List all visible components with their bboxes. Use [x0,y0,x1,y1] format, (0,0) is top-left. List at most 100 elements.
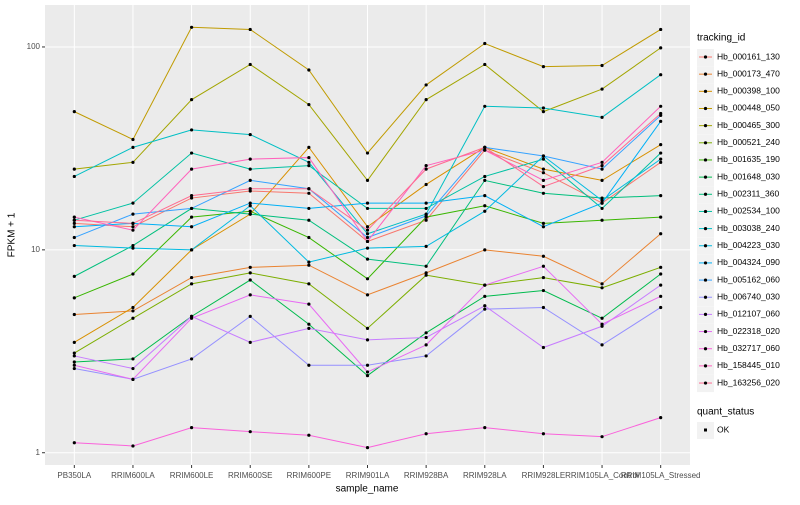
data-point [131,246,135,250]
data-point [424,83,428,87]
data-point [424,244,428,248]
data-point [600,206,604,211]
data-point [541,110,546,114]
legend-point [703,329,708,334]
data-point [365,178,370,182]
data-point [72,174,76,179]
data-point [483,104,487,108]
data-point [365,370,370,374]
data-point [541,184,546,189]
data-point [483,41,487,46]
data-point [541,221,546,226]
data-point [307,102,311,107]
data-point [72,235,76,240]
data-point [483,307,487,311]
data-point [307,160,311,164]
legend-label: Hb_000448_050 [717,103,780,113]
y-tick-label: 1 [36,448,41,457]
data-point [659,160,663,164]
data-point [189,282,194,286]
data-point [483,209,487,213]
data-point [307,145,311,149]
data-point [307,326,311,331]
data-point [541,154,546,158]
data-point [72,354,76,358]
data-point [131,201,135,205]
data-point [659,294,663,298]
legend-label: Hb_158445_010 [717,360,780,370]
legend-point [703,261,708,265]
data-point [483,194,487,198]
legend-title: tracking_id [697,33,745,44]
data-point [659,143,663,147]
data-point [600,63,604,68]
legend-label: Hb_004223_030 [717,240,780,250]
data-point [541,264,546,268]
x-tick-label: RRIM600PE [287,471,331,480]
data-point [131,228,135,232]
data-point [365,363,370,367]
data-point [131,272,135,276]
legend-point [703,244,708,248]
data-point [72,351,76,355]
legend-label: Hb_002534_100 [717,206,780,216]
legend-label: Hb_002311_360 [717,189,780,199]
data-point [541,345,546,350]
data-point [131,160,135,164]
data-point [424,335,428,340]
x-tick-label: RRIM928LE [522,471,566,480]
data-point [600,316,604,320]
x-tick-label: RRIM901LA [346,471,390,480]
data-point [248,178,252,182]
legend-point [703,175,708,179]
data-point [365,239,370,244]
data-point [248,430,252,434]
legend-label: Hb_000173_470 [717,68,780,78]
data-point [307,263,311,267]
data-point [600,198,604,203]
data-point [659,73,663,77]
data-point [189,98,194,102]
x-tick-label: RRIM928LA [463,471,507,480]
data-point [483,248,487,252]
data-point [307,164,311,168]
data-point [72,215,76,219]
data-point [189,275,194,280]
legend-point [703,158,708,162]
data-point [365,225,370,229]
data-point [248,278,252,282]
data-point [424,273,428,277]
data-point [365,257,370,261]
data-point [248,132,252,137]
data-point [483,174,487,179]
data-point [131,316,135,320]
data-point [307,218,311,222]
data-point [72,441,76,445]
data-point [365,338,370,342]
data-point [307,433,311,437]
data-point [659,151,663,155]
x-tick-label: PB350LA [57,471,91,480]
legend-point [703,209,708,214]
data-point [189,215,194,219]
data-point [365,201,370,205]
x-tick-label: RRIM600SE [228,471,272,480]
legend-label: Hb_012107_060 [717,309,780,319]
data-point [131,145,135,149]
data-point [600,282,604,286]
x-axis-label: sample_name [336,484,399,495]
data-point [131,377,135,381]
data-point [189,248,194,252]
data-point [600,286,604,290]
data-point [659,305,663,310]
data-point [659,272,663,276]
legend-label: Hb_003038_240 [717,223,780,233]
data-point [248,62,252,67]
data-point [600,167,604,171]
data-point [659,111,663,116]
legend-point [703,381,708,385]
data-point [424,214,428,218]
data-point [600,196,604,200]
data-point [424,167,428,171]
